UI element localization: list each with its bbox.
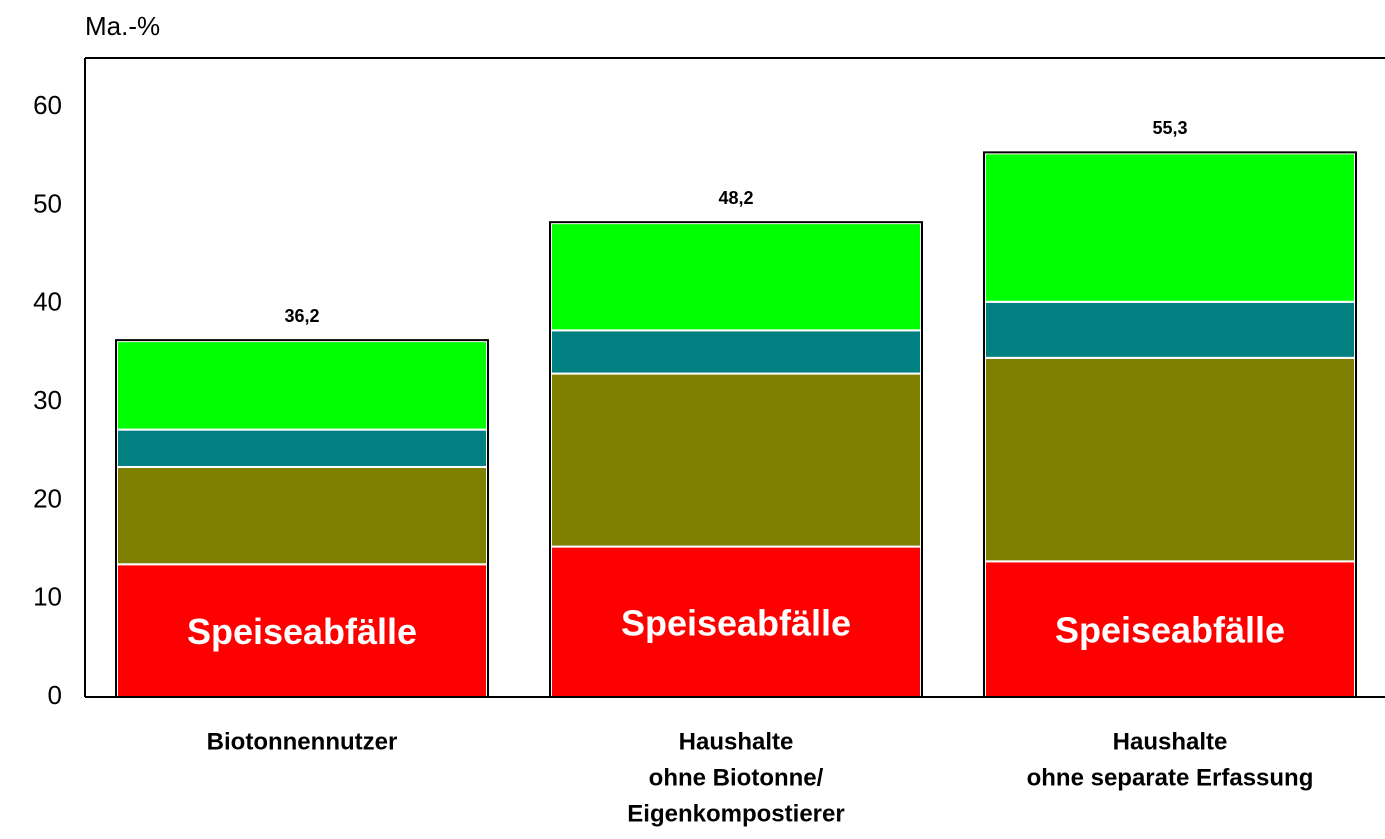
segment-label: Speiseabfälle xyxy=(187,611,417,652)
x-tick-label: Biotonnennutzer xyxy=(207,728,398,755)
bar-segment xyxy=(984,356,1356,563)
bar-segment xyxy=(984,152,1356,303)
y-tick-label: 50 xyxy=(33,188,62,218)
segment-label: Speiseabfälle xyxy=(621,602,851,643)
x-tick-label: Haushalte xyxy=(1113,728,1228,755)
y-tick-label: 30 xyxy=(33,385,62,415)
y-tick-label: 20 xyxy=(33,483,62,513)
x-tick-label: Haushalte xyxy=(679,728,794,755)
bar-segment xyxy=(550,329,922,375)
total-label: 36,2 xyxy=(284,306,319,326)
y-tick-label: 0 xyxy=(48,680,62,710)
y-tick-label: 40 xyxy=(33,287,62,317)
bar-segment xyxy=(550,372,922,548)
bar-segment xyxy=(116,465,488,566)
segment-label: Speiseabfälle xyxy=(1055,610,1285,651)
bar-segment xyxy=(116,428,488,468)
x-tick-label: ohne Biotonne/ xyxy=(649,764,824,791)
y-axis-label: Ma.-% xyxy=(85,11,160,41)
bar-segment xyxy=(116,340,488,431)
total-label: 55,3 xyxy=(1152,118,1187,138)
bar-segment xyxy=(550,222,922,332)
bar-segment xyxy=(984,560,1356,698)
y-tick-label: 10 xyxy=(33,582,62,612)
y-tick-label: 60 xyxy=(33,90,62,120)
x-tick-label: Eigenkompostierer xyxy=(627,800,844,827)
total-label: 48,2 xyxy=(718,188,753,208)
bar-segment xyxy=(550,545,922,698)
x-tick-label: ohne separate Erfassung xyxy=(1027,764,1314,791)
bar-segment xyxy=(984,300,1356,359)
bar-segment xyxy=(116,563,488,698)
